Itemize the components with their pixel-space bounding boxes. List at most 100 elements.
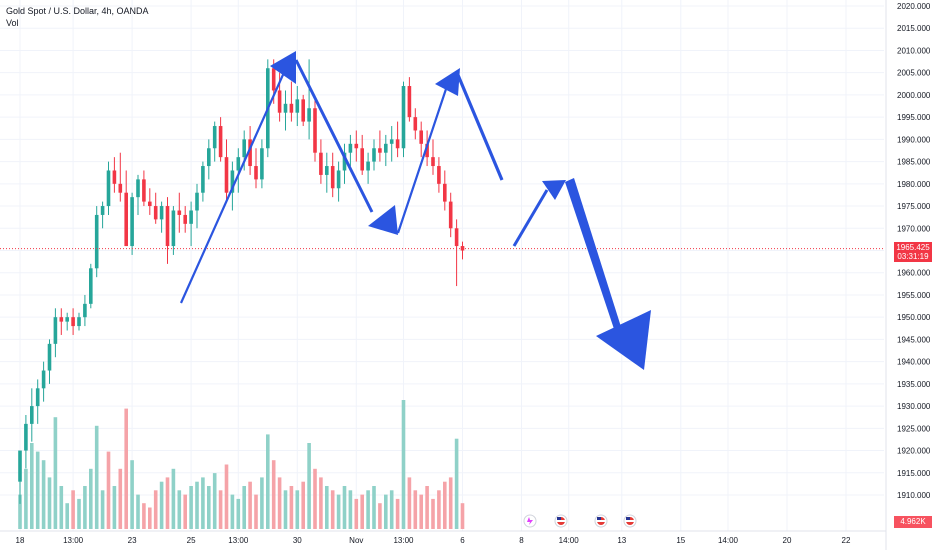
price-tick-label: 2005.000 — [897, 69, 931, 78]
volume-bar — [18, 494, 22, 529]
volume-bar — [395, 498, 400, 529]
candle-body — [189, 210, 193, 224]
volume-bar — [307, 443, 311, 529]
candle-body — [378, 148, 382, 153]
candle-body — [313, 108, 317, 153]
volume-bar — [301, 481, 305, 529]
price-tick-label: 2020.000 — [897, 2, 931, 11]
volume-bar — [47, 477, 52, 529]
time-tick-label: 13:00 — [228, 536, 249, 545]
candle-body — [224, 157, 229, 193]
volume-bar — [112, 486, 117, 529]
volume-bar — [30, 443, 34, 529]
economic-event-icons[interactable] — [523, 514, 637, 528]
volume-bar — [159, 481, 164, 529]
price-tick-label: 1960.000 — [897, 269, 931, 278]
candle-body — [384, 143, 388, 153]
volume-bar — [271, 460, 276, 529]
price-tick-label: 1990.000 — [897, 135, 931, 144]
candle-body — [201, 166, 205, 193]
volume-bar — [124, 408, 128, 529]
candle-body — [77, 317, 81, 327]
candle-body — [372, 148, 376, 162]
volume-bar — [260, 477, 264, 529]
candle-body — [360, 148, 364, 171]
volume-bar — [248, 481, 252, 529]
candle-body — [148, 201, 152, 207]
candle-body — [106, 170, 111, 207]
price-tick-label: 1920.000 — [897, 447, 931, 456]
volume-bar — [118, 468, 123, 529]
time-tick-label: 14:00 — [559, 536, 580, 545]
time-axis[interactable]: 18 13:00 23 25 13:00 30 Nov 13:00 6 8 14:00 13 15 14:… — [16, 536, 851, 545]
volume-bar — [41, 460, 46, 529]
time-tick-label: 6 — [460, 536, 465, 545]
price-tick-label: 1985.000 — [897, 158, 931, 167]
candle-body — [112, 170, 117, 184]
volume-bar — [171, 468, 176, 529]
us-flag-canton — [557, 517, 561, 520]
volume-bar — [189, 486, 193, 529]
volume-bar — [384, 494, 388, 529]
volume-bar — [295, 490, 300, 529]
volume-bar — [230, 494, 235, 529]
price-tick-label: 1915.000 — [897, 469, 931, 478]
price-tick-label: 2010.000 — [897, 46, 931, 55]
volume-bar — [212, 473, 217, 529]
volume-bar — [83, 486, 87, 529]
volume-bar — [183, 494, 187, 529]
arrow-head-down-3 — [596, 310, 651, 370]
volume-bar — [419, 494, 423, 529]
candle-body — [35, 388, 40, 407]
candle-body — [325, 166, 329, 175]
arrow-head-up-2 — [435, 68, 460, 96]
time-tick-label: Nov — [349, 536, 363, 545]
volume-bar — [106, 451, 111, 529]
candle-body — [242, 139, 246, 158]
symbol-title[interactable]: Gold Spot / U.S. Dollar, 4h, OANDA — [6, 6, 149, 16]
candle-body — [443, 183, 447, 202]
volume-bars — [18, 400, 465, 529]
candle-body — [153, 206, 158, 220]
candle-body — [389, 139, 394, 144]
candle-body — [59, 317, 64, 322]
volume-bar — [59, 486, 64, 529]
candle-body — [413, 117, 418, 131]
price-tick-label: 1910.000 — [897, 491, 931, 500]
candle-body — [136, 179, 140, 198]
candle-body — [354, 143, 359, 149]
candle-body — [307, 108, 311, 122]
candle-body — [366, 161, 370, 171]
candle-body — [330, 166, 335, 189]
volume-bar — [24, 468, 28, 529]
volume-bar — [35, 451, 40, 529]
candle-body — [448, 201, 453, 229]
us-flag-stripe — [597, 520, 605, 522]
volume-bar — [401, 400, 406, 529]
grid-lines — [0, 0, 884, 531]
trend-line-up-1 — [179, 67, 288, 304]
candle-body — [419, 130, 423, 144]
volume-bar — [266, 434, 270, 529]
candle-body — [124, 192, 128, 247]
trend-drawings[interactable] — [179, 51, 651, 370]
candle-body — [348, 143, 353, 153]
volume-indicator-label[interactable]: Vol — [6, 18, 19, 28]
candle-body — [47, 343, 52, 371]
candle-body — [395, 139, 400, 149]
volume-bar — [348, 490, 353, 529]
volume-bar — [165, 477, 170, 529]
candle-body — [319, 152, 323, 175]
candle-body — [165, 206, 170, 247]
trend-line-down-3 — [565, 178, 622, 332]
time-tick-label: 20 — [783, 536, 792, 545]
time-tick-label: 13:00 — [63, 536, 84, 545]
arrow-head-up-1 — [270, 51, 296, 84]
candle-body — [207, 148, 211, 167]
candle-body — [65, 317, 69, 322]
candle-body — [94, 214, 99, 269]
current-price-tag: 1965.425 03:31:19 — [894, 241, 932, 262]
candle-body — [437, 166, 441, 184]
